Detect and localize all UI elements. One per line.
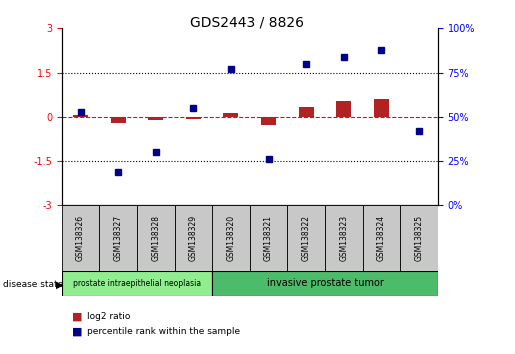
Bar bbox=[325, 205, 363, 271]
Text: log2 ratio: log2 ratio bbox=[87, 312, 130, 321]
Bar bbox=[73, 115, 88, 117]
Text: GDS2443 / 8826: GDS2443 / 8826 bbox=[190, 16, 304, 30]
Bar bbox=[261, 117, 276, 125]
Bar bbox=[400, 205, 438, 271]
Text: GSM138320: GSM138320 bbox=[227, 215, 235, 261]
Text: GSM138327: GSM138327 bbox=[114, 215, 123, 261]
Bar bbox=[148, 117, 163, 120]
Text: percentile rank within the sample: percentile rank within the sample bbox=[87, 327, 239, 336]
Text: GSM138328: GSM138328 bbox=[151, 215, 160, 261]
Bar bbox=[336, 102, 351, 117]
Text: GSM138329: GSM138329 bbox=[189, 215, 198, 261]
Bar bbox=[212, 205, 250, 271]
Text: prostate intraepithelial neoplasia: prostate intraepithelial neoplasia bbox=[73, 279, 201, 288]
Bar bbox=[111, 117, 126, 123]
Bar bbox=[287, 205, 325, 271]
Text: ■: ■ bbox=[72, 312, 82, 322]
Bar bbox=[99, 205, 137, 271]
Bar bbox=[250, 205, 287, 271]
Bar bbox=[137, 205, 175, 271]
Text: ▶: ▶ bbox=[56, 280, 63, 290]
Bar bbox=[374, 98, 389, 117]
Text: invasive prostate tumor: invasive prostate tumor bbox=[267, 278, 383, 288]
Bar bbox=[212, 271, 438, 296]
Text: GSM138325: GSM138325 bbox=[415, 215, 423, 261]
Text: GSM138324: GSM138324 bbox=[377, 215, 386, 261]
Text: disease state: disease state bbox=[3, 280, 63, 290]
Text: GSM138321: GSM138321 bbox=[264, 215, 273, 261]
Text: GSM138323: GSM138323 bbox=[339, 215, 348, 261]
Bar bbox=[299, 107, 314, 117]
Text: ■: ■ bbox=[72, 327, 82, 337]
Bar bbox=[62, 271, 212, 296]
Text: GSM138322: GSM138322 bbox=[302, 215, 311, 261]
Bar bbox=[224, 113, 238, 117]
Text: GSM138326: GSM138326 bbox=[76, 215, 85, 261]
Bar bbox=[175, 205, 212, 271]
Bar bbox=[186, 117, 201, 119]
Bar bbox=[363, 205, 400, 271]
Bar bbox=[62, 205, 99, 271]
